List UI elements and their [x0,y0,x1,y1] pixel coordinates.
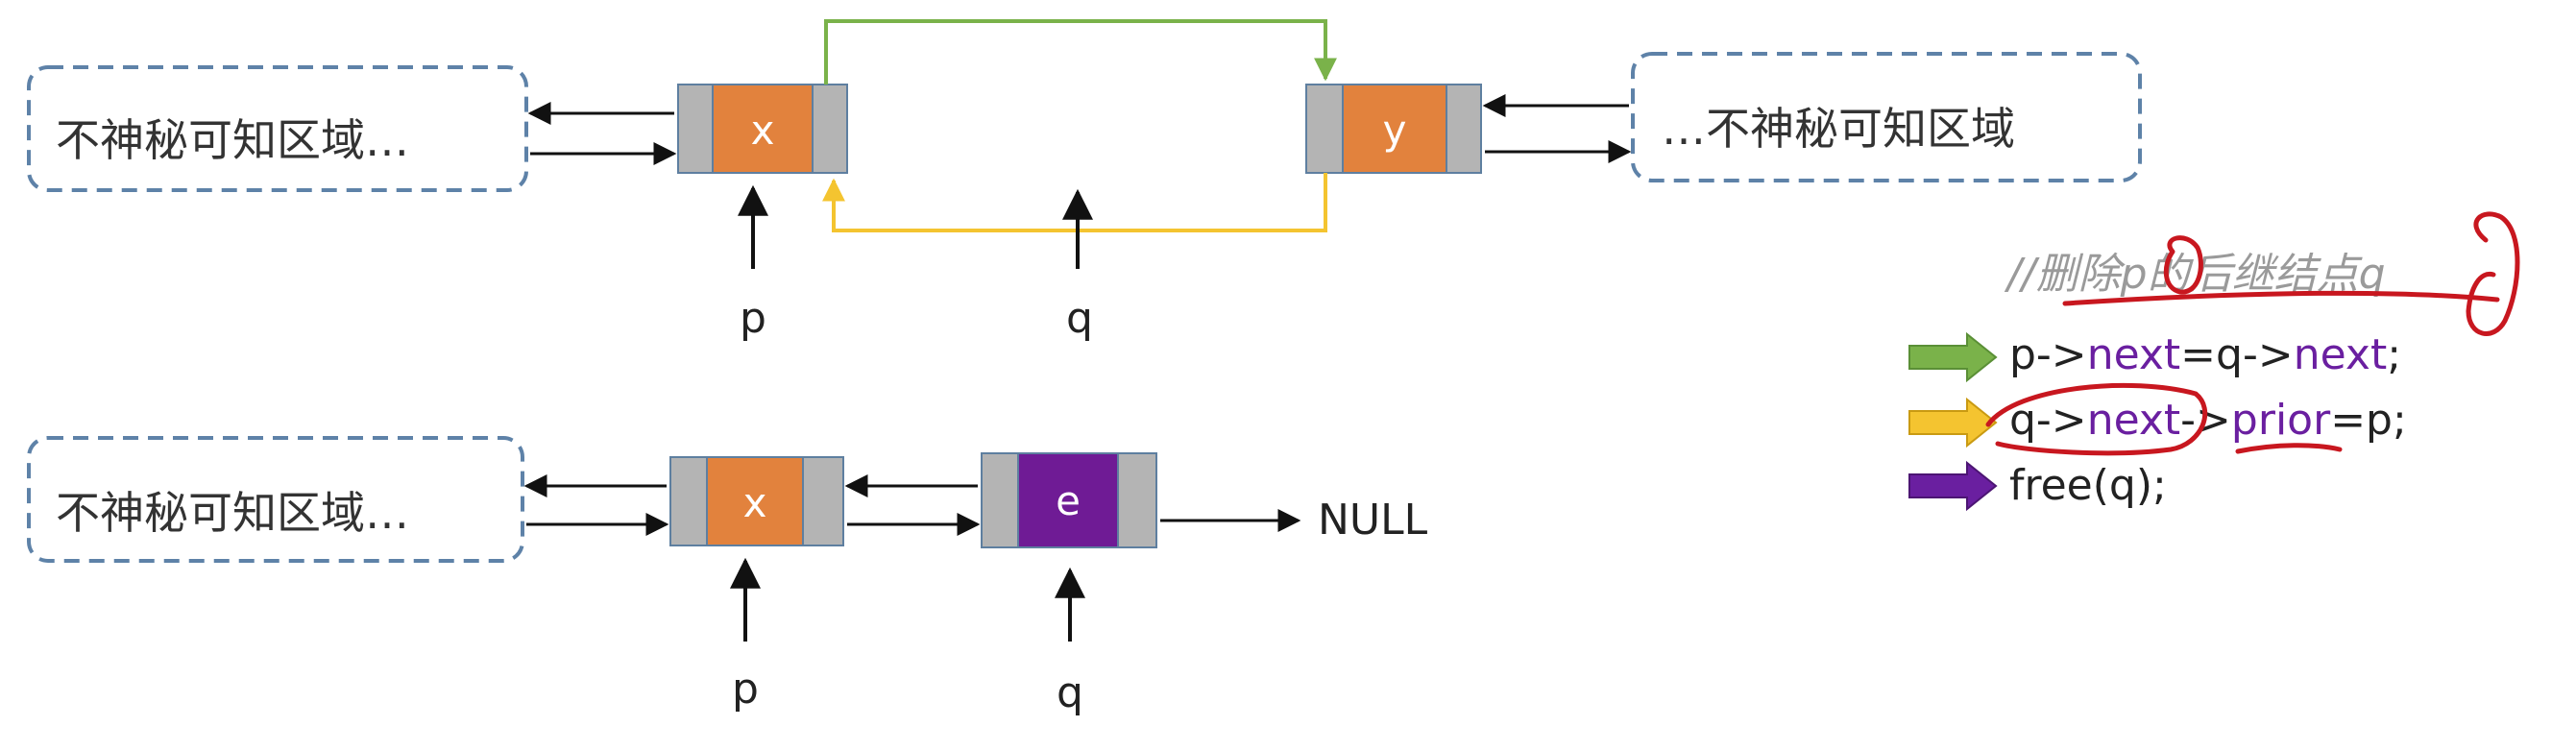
top-pointer-p-label: p [740,294,766,343]
null-label: NULL [1318,496,1428,545]
top-node-x-label: x [751,107,775,154]
bottom-node-e-label: e [1056,477,1081,524]
top-node-x: x [677,84,848,174]
bottom-left-region [27,436,524,563]
green-arrow [1908,331,1998,383]
code-line-2: q->next->prior=p; [2009,396,2407,445]
code-line-3: free(q); [2009,461,2167,510]
annotation-circle-next [1985,382,2208,456]
top-pointer-q-label: q [1066,294,1093,343]
yellow-arrow [1908,397,1998,448]
bottom-node-e: e [981,452,1157,548]
bottom-left-region-label: 不神秘可知区域… [56,487,409,539]
bottom-node-x-label: x [743,479,767,526]
top-right-region [1631,52,2142,182]
bottom-node-x: x [669,456,844,546]
top-left-region [27,65,528,192]
purple-arrow [1908,460,1998,512]
annotation-circle-q [2466,211,2520,336]
top-left-region-label: 不神秘可知区域… [56,114,409,166]
red-annotations [1985,211,2520,456]
bottom-diagram: 不神秘可知区域… x e NULL p q [27,436,1428,717]
bottom-pointer-p-label: p [732,665,759,714]
green-next-link [824,19,1337,85]
code-comment: //删除p的后继结点q [2004,250,2386,299]
annotation-circle-p [2163,235,2203,295]
top-diagram: 不神秘可知区域… …不神秘可知区域 x y p q [27,19,2142,343]
annotation-underline-prior [2235,443,2343,454]
top-node-y-label: y [1383,107,1407,154]
top-node-y: y [1305,84,1482,174]
bottom-pointer-q-label: q [1057,668,1083,717]
code-line-1: p->next=q->next; [2009,330,2401,379]
code-panel: //删除p的后继结点q p->next=q->next; q->next->pr… [1908,211,2520,512]
top-right-region-label: …不神秘可知区域 [1662,103,2015,155]
annotation-underline-comment [2062,290,2500,306]
